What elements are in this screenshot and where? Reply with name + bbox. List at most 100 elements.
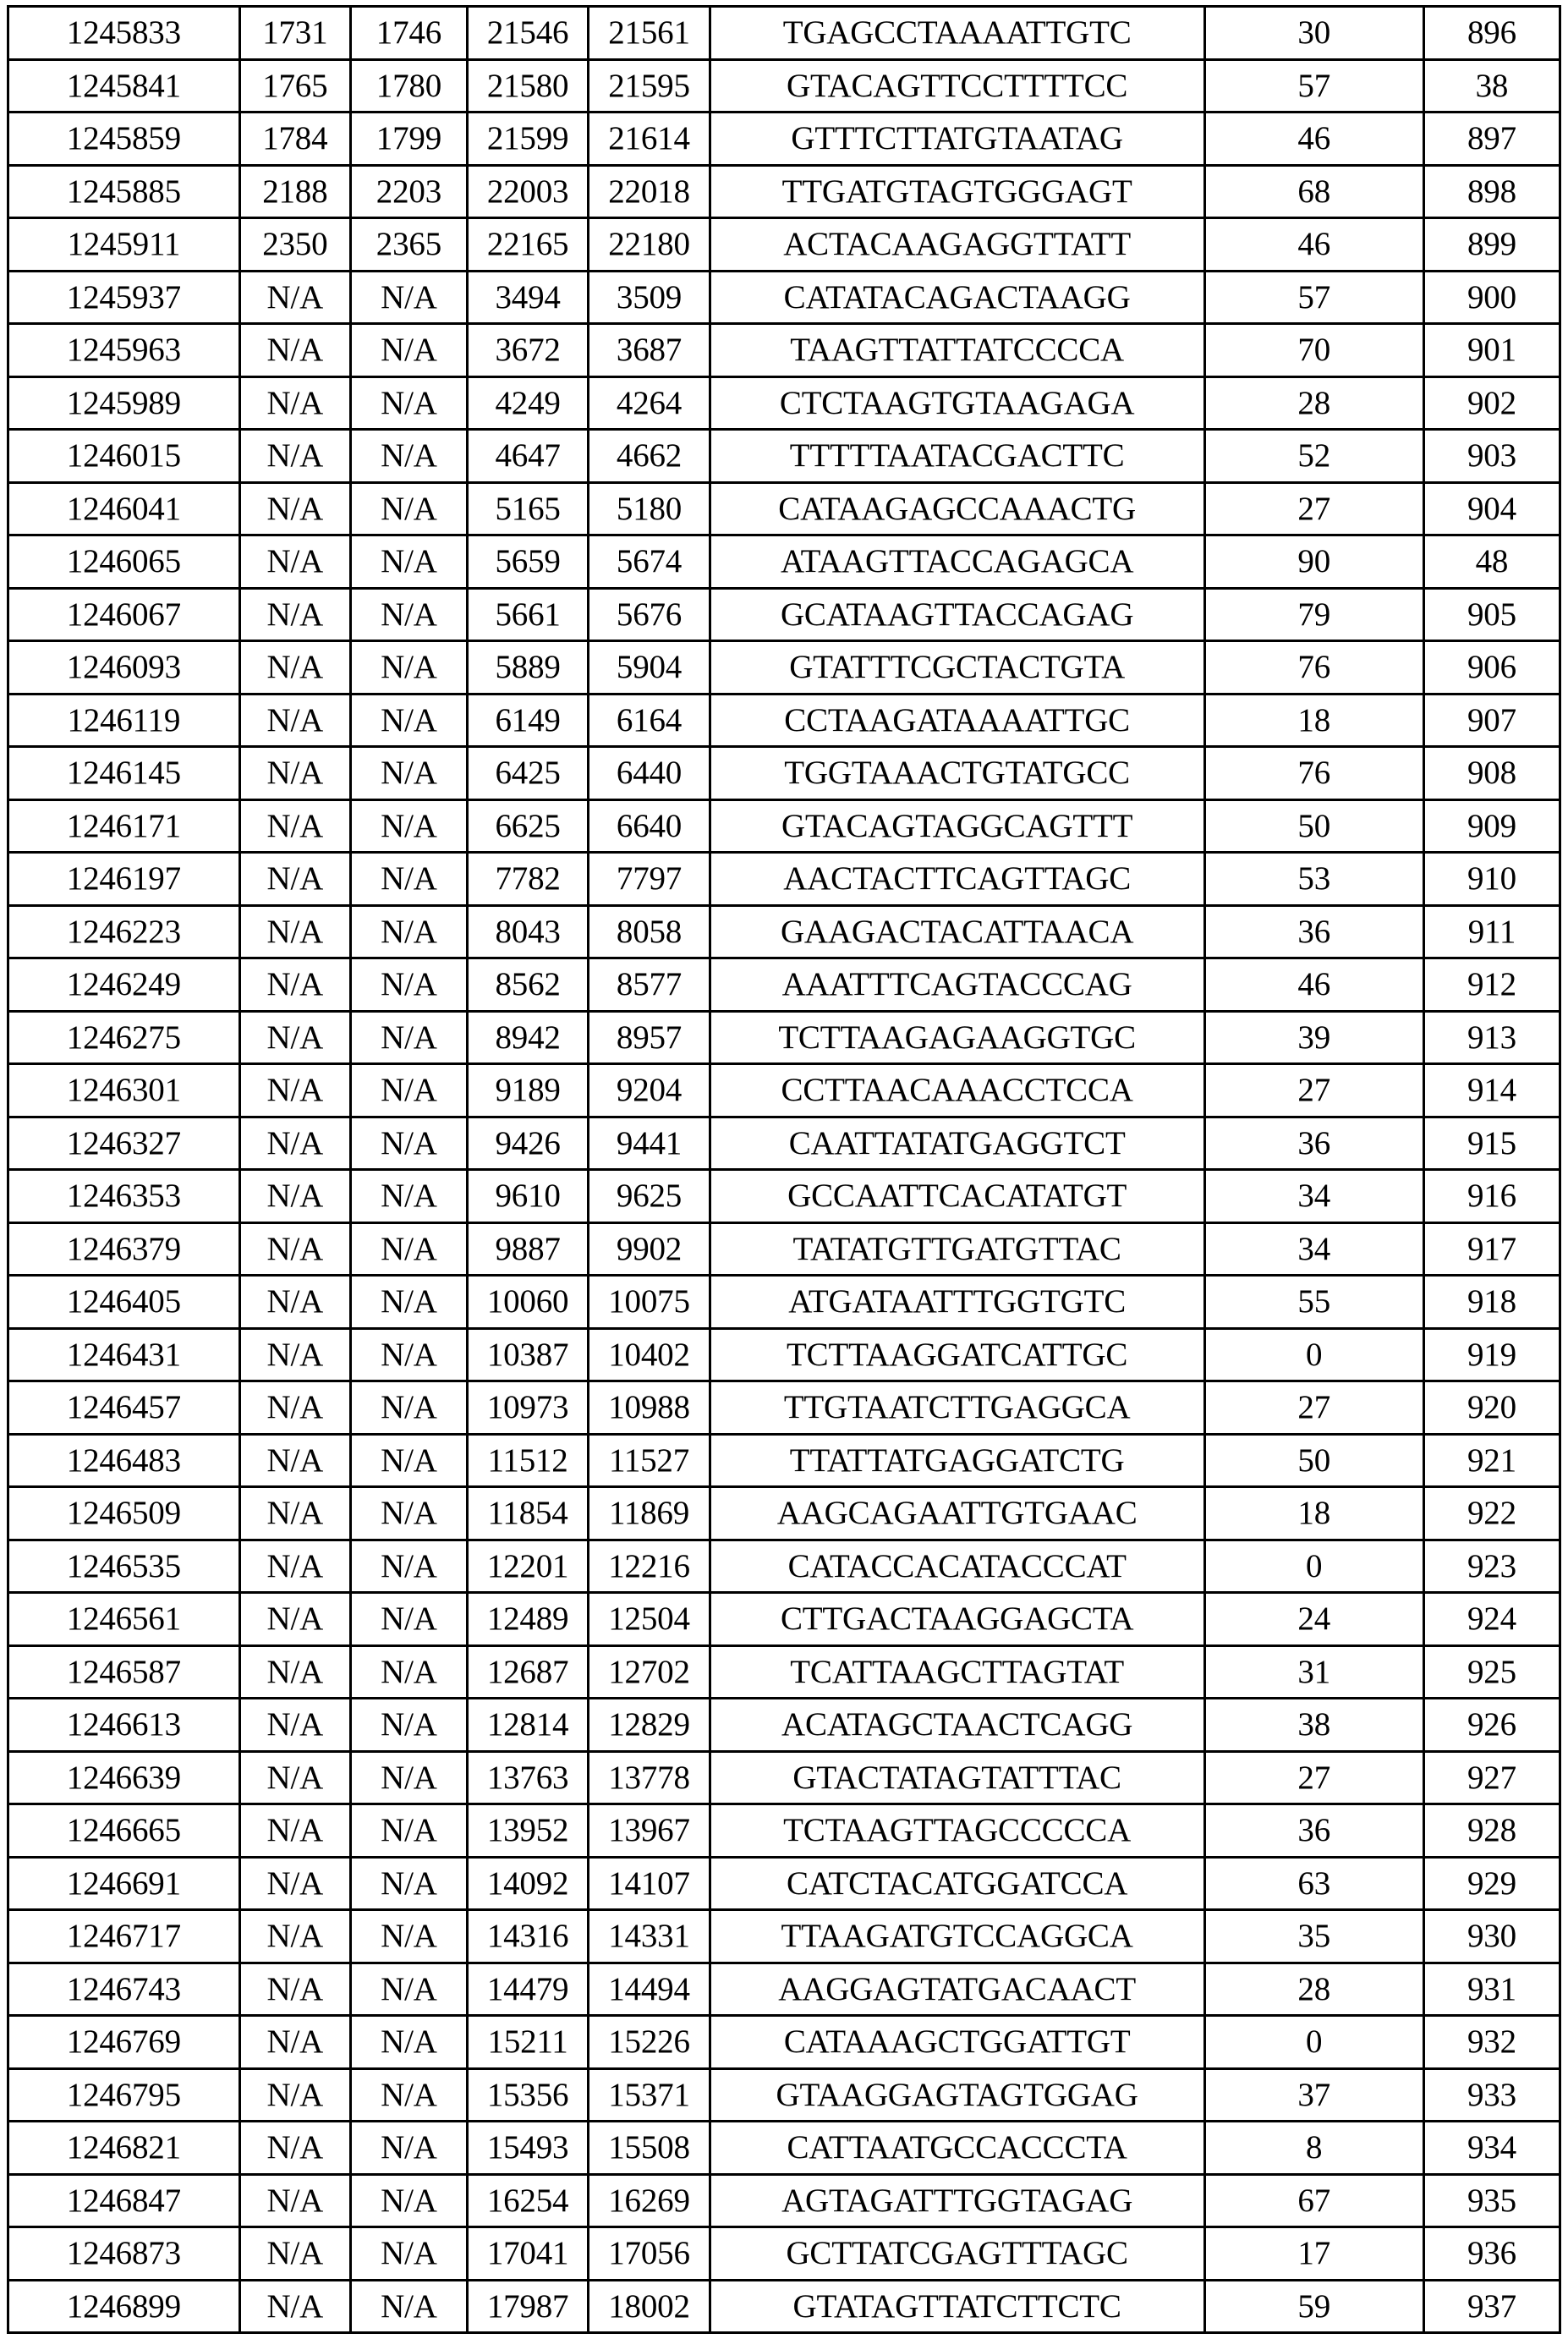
cell-score: 36 xyxy=(1204,1804,1423,1858)
table-row: 1246587N/AN/A1268712702TCATTAAGCTTAGTAT3… xyxy=(8,1645,1560,1699)
table-row: 1246041N/AN/A51655180CATAAGAGCCAAACTG279… xyxy=(8,482,1560,535)
cell-score: 0 xyxy=(1204,1540,1423,1593)
cell-index: 928 xyxy=(1423,1804,1560,1858)
cell-start2: N/A xyxy=(239,1540,350,1593)
cell-sequence: AAGCAGAATTGTGAAC xyxy=(710,1487,1204,1540)
cell-end1: 14107 xyxy=(589,1857,710,1910)
cell-index: 936 xyxy=(1423,2227,1560,2281)
cell-score: 18 xyxy=(1204,694,1423,747)
cell-start2: 1765 xyxy=(239,59,350,113)
cell-end2: N/A xyxy=(350,1276,467,1329)
table-row: 1246665N/AN/A1395213967TCTAAGTTAGCCCCCA3… xyxy=(8,1804,1560,1858)
table-row: 1245989N/AN/A42494264CTCTAAGTGTAAGAGA289… xyxy=(8,376,1560,430)
cell-start1: 14479 xyxy=(467,1963,588,2016)
cell-score: 31 xyxy=(1204,1645,1423,1699)
table-body: 1245833173117462154621561TGAGCCTAAAATTGT… xyxy=(8,7,1560,2333)
cell-end1: 12504 xyxy=(589,1593,710,1646)
cell-end2: N/A xyxy=(350,1963,467,2016)
sequence-listing-table: 1245833173117462154621561TGAGCCTAAAATTGT… xyxy=(7,5,1561,2334)
cell-score: 0 xyxy=(1204,2016,1423,2069)
cell-index: 917 xyxy=(1423,1222,1560,1276)
cell-sequence: ACTACAAGAGGTTATT xyxy=(710,218,1204,272)
cell-start1: 8942 xyxy=(467,1011,588,1064)
table-row: 1246613N/AN/A1281412829ACATAGCTAACTCAGG3… xyxy=(8,1699,1560,1752)
table-row: 1246065N/AN/A56595674ATAAGTTACCAGAGCA904… xyxy=(8,535,1560,589)
cell-start1: 9887 xyxy=(467,1222,588,1276)
cell-start2: N/A xyxy=(239,1963,350,2016)
table-row: 1246275N/AN/A89428957TCTTAAGAGAAGGTGC399… xyxy=(8,1011,1560,1064)
cell-start2: N/A xyxy=(239,905,350,958)
cell-index: 905 xyxy=(1423,588,1560,641)
cell-sequence: AAGGAGTATGACAACT xyxy=(710,1963,1204,2016)
cell-start1: 10973 xyxy=(467,1381,588,1435)
table-row: 1245841176517802158021595GTACAGTTCCTTTTC… xyxy=(8,59,1560,113)
cell-sequence: CATTAATGCCACCCTA xyxy=(710,2122,1204,2175)
cell-index: 910 xyxy=(1423,853,1560,906)
cell-id: 1246145 xyxy=(8,747,240,800)
cell-start1: 3494 xyxy=(467,271,588,324)
table-row: 1246119N/AN/A61496164CCTAAGATAAAATTGC189… xyxy=(8,694,1560,747)
cell-end2: N/A xyxy=(350,958,467,1012)
cell-index: 921 xyxy=(1423,1434,1560,1487)
cell-score: 68 xyxy=(1204,165,1423,218)
cell-sequence: CATCTACATGGATCCA xyxy=(710,1857,1204,1910)
cell-sequence: TATATGTTGATGTTAC xyxy=(710,1222,1204,1276)
cell-end1: 5904 xyxy=(589,641,710,695)
table-row: 1246197N/AN/A77827797AACTACTTCAGTTAGC539… xyxy=(8,853,1560,906)
cell-start2: N/A xyxy=(239,482,350,535)
cell-start2: N/A xyxy=(239,958,350,1012)
cell-index: 901 xyxy=(1423,324,1560,377)
cell-id: 1246587 xyxy=(8,1645,240,1699)
cell-end2: N/A xyxy=(350,905,467,958)
cell-score: 27 xyxy=(1204,1064,1423,1117)
cell-index: 919 xyxy=(1423,1328,1560,1381)
cell-end1: 9625 xyxy=(589,1170,710,1223)
cell-start1: 22003 xyxy=(467,165,588,218)
cell-start2: N/A xyxy=(239,1699,350,1752)
cell-end1: 10402 xyxy=(589,1328,710,1381)
cell-sequence: TCTTAAGAGAAGGTGC xyxy=(710,1011,1204,1064)
cell-end2: N/A xyxy=(350,1170,467,1223)
table-row: 1246509N/AN/A1185411869AAGCAGAATTGTGAAC1… xyxy=(8,1487,1560,1540)
cell-end1: 3509 xyxy=(589,271,710,324)
cell-end2: 2203 xyxy=(350,165,467,218)
cell-index: 924 xyxy=(1423,1593,1560,1646)
cell-end2: N/A xyxy=(350,1593,467,1646)
cell-end2: N/A xyxy=(350,1540,467,1593)
cell-end2: N/A xyxy=(350,2122,467,2175)
cell-start2: N/A xyxy=(239,535,350,589)
cell-start2: N/A xyxy=(239,324,350,377)
cell-id: 1246197 xyxy=(8,853,240,906)
cell-id: 1246301 xyxy=(8,1064,240,1117)
cell-index: 914 xyxy=(1423,1064,1560,1117)
cell-end1: 11527 xyxy=(589,1434,710,1487)
cell-sequence: CTCTAAGTGTAAGAGA xyxy=(710,376,1204,430)
cell-start2: N/A xyxy=(239,271,350,324)
cell-end2: N/A xyxy=(350,482,467,535)
cell-id: 1245989 xyxy=(8,376,240,430)
cell-id: 1245841 xyxy=(8,59,240,113)
table-row: 1245937N/AN/A34943509CATATACAGACTAAGG579… xyxy=(8,271,1560,324)
cell-start1: 17987 xyxy=(467,2280,588,2333)
cell-end2: 2365 xyxy=(350,218,467,272)
cell-start2: N/A xyxy=(239,747,350,800)
cell-sequence: GTATAGTTATCTTCTC xyxy=(710,2280,1204,2333)
cell-index: 38 xyxy=(1423,59,1560,113)
cell-id: 1246223 xyxy=(8,905,240,958)
cell-end1: 9204 xyxy=(589,1064,710,1117)
cell-id: 1246743 xyxy=(8,1963,240,2016)
cell-sequence: ACATAGCTAACTCAGG xyxy=(710,1699,1204,1752)
cell-start2: N/A xyxy=(239,2016,350,2069)
cell-index: 918 xyxy=(1423,1276,1560,1329)
cell-id: 1246795 xyxy=(8,2068,240,2122)
cell-sequence: TCTAAGTTAGCCCCCA xyxy=(710,1804,1204,1858)
cell-start2: N/A xyxy=(239,2174,350,2227)
cell-end1: 6640 xyxy=(589,799,710,853)
cell-score: 28 xyxy=(1204,376,1423,430)
table-row: 1246717N/AN/A1431614331TTAAGATGTCCAGGCA3… xyxy=(8,1910,1560,1963)
table-row: 1246431N/AN/A1038710402TCTTAAGGATCATTGC0… xyxy=(8,1328,1560,1381)
cell-index: 929 xyxy=(1423,1857,1560,1910)
cell-start2: N/A xyxy=(239,2068,350,2122)
cell-end2: N/A xyxy=(350,1751,467,1804)
cell-id: 1246847 xyxy=(8,2174,240,2227)
